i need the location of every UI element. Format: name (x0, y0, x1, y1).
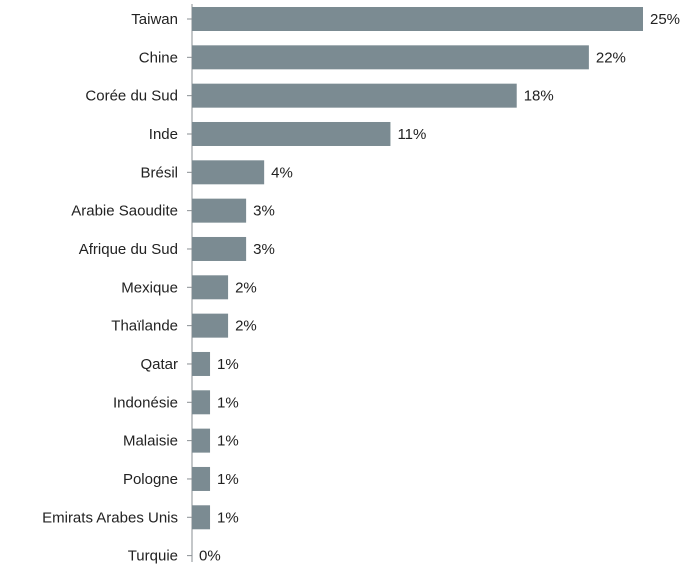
value-label: 18% (524, 88, 554, 105)
bar-1 (192, 45, 589, 70)
value-label: 11% (397, 126, 426, 143)
value-label: 25% (650, 11, 680, 28)
value-label: 1% (217, 471, 239, 488)
value-label: 0% (199, 548, 221, 565)
bar-8 (192, 313, 229, 338)
category-label: Malaisie (123, 433, 178, 450)
bar-10 (192, 390, 211, 415)
bar-3 (192, 121, 391, 146)
category-label: Turquie (128, 548, 178, 565)
bar-4 (192, 160, 265, 185)
value-label: 1% (217, 509, 239, 526)
value-label: 2% (235, 279, 257, 296)
category-label: Indonésie (113, 394, 178, 411)
bar-11 (192, 428, 211, 453)
category-label: Thaïlande (111, 318, 178, 335)
value-label: 1% (217, 356, 239, 373)
bar-12 (192, 466, 211, 491)
category-labels-group: Taiwan Chine Corée du Sud Inde Brésil Arabie … (42, 11, 178, 565)
bars-group (192, 7, 643, 530)
category-label: Chine (139, 49, 178, 66)
value-label: 22% (596, 49, 626, 66)
bar-0 (192, 7, 643, 31)
category-label: Arabie Saoudite (71, 203, 178, 220)
category-label: Mexique (121, 279, 178, 296)
category-label: Taiwan (131, 11, 178, 28)
bar-6 (192, 236, 247, 261)
category-label: Corée du Sud (85, 88, 178, 105)
bar-7 (192, 275, 229, 300)
bar-5 (192, 198, 247, 223)
category-label: Brésil (140, 164, 178, 181)
category-label: Afrique du Sud (79, 241, 178, 258)
value-label: 2% (235, 318, 257, 335)
value-label: 1% (217, 433, 239, 450)
value-labels-group: 25% 22% 18% 11% 4% 3% 3% 2% 2% 1% 1% 1% 1% 1% 0% (199, 11, 680, 565)
value-label: 3% (253, 241, 275, 258)
bar-13 (192, 505, 211, 530)
category-label: Emirats Arabes Unis (42, 509, 178, 526)
value-label: 3% (253, 203, 275, 220)
bar-2 (192, 83, 517, 108)
ticks-group (187, 18, 192, 557)
category-label: Qatar (140, 356, 178, 373)
category-label: Pologne (123, 471, 178, 488)
bar-9 (192, 351, 211, 376)
category-label: Inde (149, 126, 178, 143)
value-label: 1% (217, 394, 239, 411)
value-label: 4% (271, 164, 293, 181)
